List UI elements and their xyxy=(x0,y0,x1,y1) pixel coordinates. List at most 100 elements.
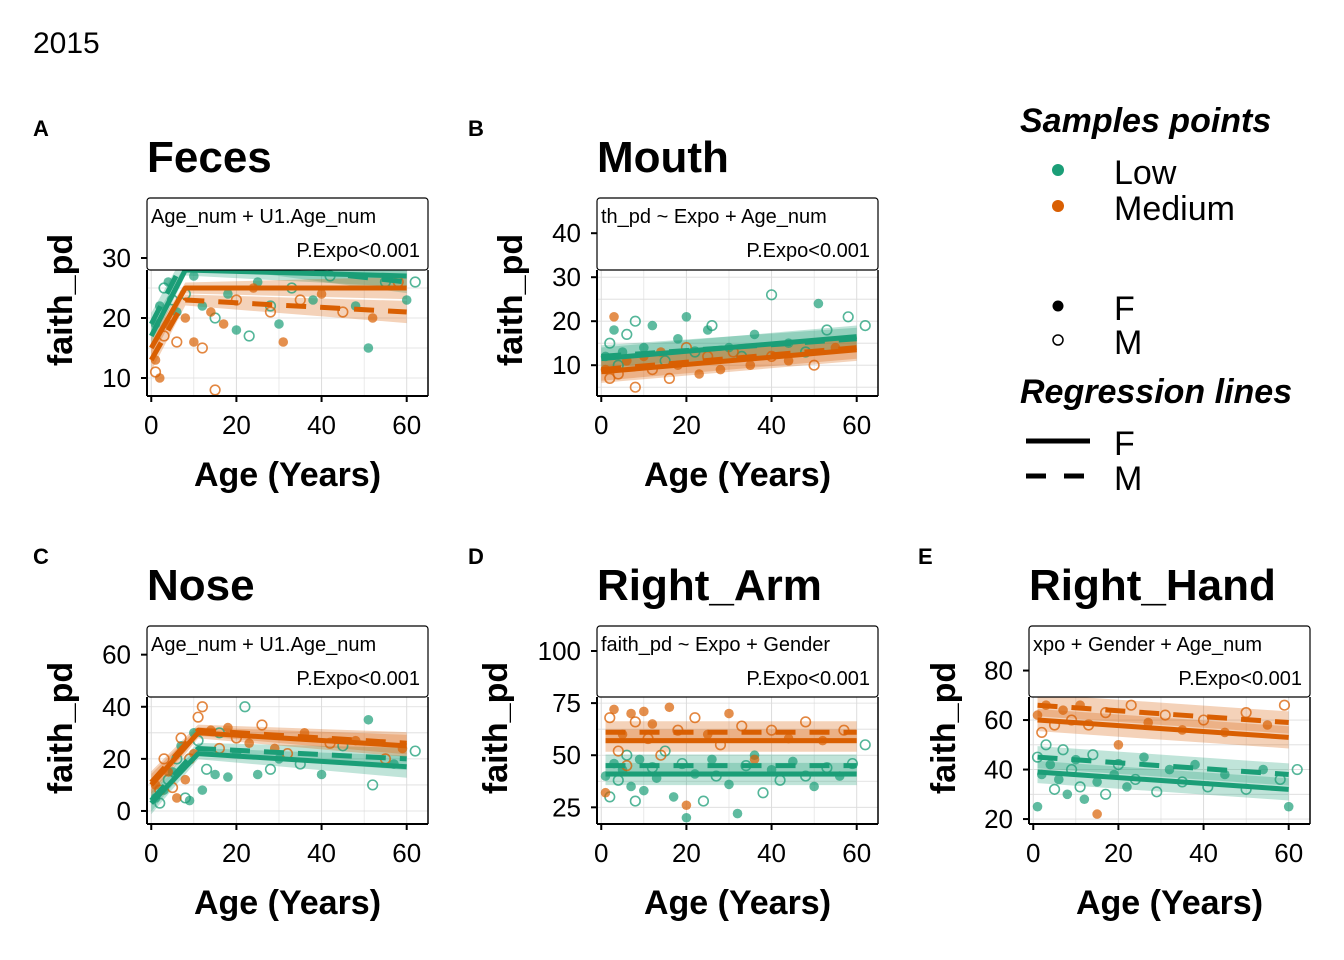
x-tick-label: 20 xyxy=(672,838,701,868)
regression-line-medium-f xyxy=(149,285,407,350)
y-tick-label: 100 xyxy=(538,636,581,666)
x-axis-label: Age (Years) xyxy=(644,456,831,494)
legend: Samples points Low Medium F M Regression… xyxy=(1020,102,1292,498)
data-point-low-f xyxy=(1032,801,1043,812)
data-point-low-f xyxy=(210,769,220,780)
data-point-low-f xyxy=(724,779,734,790)
x-tick-label: 20 xyxy=(222,838,251,868)
data-point-low-f xyxy=(1045,759,1056,770)
x-tick-label: 0 xyxy=(594,410,608,440)
regression-lines xyxy=(601,334,857,375)
panel-tag: B xyxy=(468,116,484,141)
y-axis-label: faith_pd xyxy=(477,662,515,794)
data-point-medium-m xyxy=(158,753,170,765)
x-tick-label: 0 xyxy=(594,838,608,868)
regression-lines xyxy=(149,727,407,805)
data-point-medium-m xyxy=(629,716,641,728)
ribbon-low-m xyxy=(151,742,407,812)
ribbon-medium-f xyxy=(151,727,407,797)
data-point-medium-f xyxy=(724,708,734,719)
data-point-low-m xyxy=(859,320,871,332)
regression-line-low-m xyxy=(149,270,407,326)
y-tick-label: 25 xyxy=(552,792,581,822)
data-point-medium-f xyxy=(639,706,649,717)
data-point-low-f xyxy=(732,808,743,819)
data-point-medium-f xyxy=(1032,710,1043,720)
x-axis-label: Age (Years) xyxy=(194,456,381,494)
y-tick-label: 20 xyxy=(552,306,581,336)
y-axis-label: faith_pd xyxy=(42,662,80,794)
data-point-low-f xyxy=(1164,764,1175,775)
data-point-medium-m xyxy=(1278,699,1291,711)
panel-tag: A xyxy=(33,116,49,141)
data-point-medium-f xyxy=(749,754,760,765)
data-point-low-f xyxy=(1122,782,1132,792)
data-point-medium-m xyxy=(196,342,208,354)
regression-line-low-m xyxy=(149,745,407,803)
ribbon-medium-f xyxy=(151,276,407,360)
x-tick-label: 40 xyxy=(757,410,786,440)
x-tick-label: 60 xyxy=(842,410,871,440)
data-point-medium-f xyxy=(189,337,199,347)
regression-line-medium-m xyxy=(149,727,407,784)
annotation-box xyxy=(596,625,879,698)
x-tick-label: 0 xyxy=(144,410,158,440)
data-point-medium-f xyxy=(244,738,254,749)
y-tick-label: 75 xyxy=(552,688,581,718)
x-tick-label: 60 xyxy=(1274,838,1303,868)
regression-line-medium-m xyxy=(601,345,857,373)
legend-medium-marker xyxy=(1052,200,1064,212)
regression-line-medium-m xyxy=(149,297,407,362)
data-point-medium-m xyxy=(629,381,641,393)
data-point-low-f xyxy=(681,312,692,322)
data-point-low-f xyxy=(231,325,242,335)
regression-line-low-m xyxy=(601,336,857,359)
x-tick-label: 60 xyxy=(842,838,871,868)
x-axis-label: Age (Years) xyxy=(1076,884,1263,922)
data-point-low-f xyxy=(197,301,208,311)
ribbon-medium-m xyxy=(1037,697,1289,734)
y-tick-label: 60 xyxy=(102,640,131,670)
y-tick-label: 40 xyxy=(552,218,581,248)
annotation-formula: faith_pd ~ Expo + Gender xyxy=(601,634,830,656)
data-point-medium-f xyxy=(1262,720,1273,730)
annotation-pvalue: P.Expo<0.001 xyxy=(746,668,870,690)
data-point-medium-f xyxy=(681,800,692,811)
data-point-low-f xyxy=(749,329,760,340)
data-point-medium-f xyxy=(367,313,378,323)
annotation-pvalue: P.Expo<0.001 xyxy=(296,668,420,690)
data-point-medium-m xyxy=(655,749,667,761)
data-point-low-m xyxy=(706,320,718,332)
data-point-low-f xyxy=(252,769,263,780)
x-axis-label: Age (Years) xyxy=(194,884,381,922)
data-point-low-f xyxy=(707,754,717,765)
annotation-box xyxy=(1028,625,1311,698)
data-point-medium-f xyxy=(278,337,289,347)
data-point-low-f xyxy=(626,781,636,792)
data-point-low-f xyxy=(809,781,819,792)
data-point-medium-m xyxy=(1197,714,1210,726)
panel-tag: E xyxy=(918,544,933,569)
y-tick-label: 80 xyxy=(984,656,1013,686)
y-tick-label: 10 xyxy=(102,363,131,393)
legend-solid-label: F xyxy=(1114,425,1135,463)
panel-title: Nose xyxy=(147,561,255,610)
data-point-low-m xyxy=(367,779,379,791)
legend-female-label: F xyxy=(1114,290,1135,328)
data-point-low-m xyxy=(859,739,871,751)
regression-line-medium-m xyxy=(1037,702,1289,726)
legend-female-marker xyxy=(1052,300,1064,312)
x-tick-label: 60 xyxy=(392,838,421,868)
ribbon-medium-m xyxy=(605,721,857,744)
regression-line-low-f xyxy=(1037,769,1289,792)
y-axis-label: faith_pd xyxy=(925,662,963,794)
panel-mouth: B Mouth th_pd ~ Expo + Age_num P.Expo<0.001… xyxy=(468,116,879,494)
data-point-low-m xyxy=(409,745,421,757)
y-tick-label: 40 xyxy=(984,755,1013,785)
ribbon-medium-m xyxy=(151,294,407,372)
annotation-formula: Age_num + U1.Age_num xyxy=(151,634,376,656)
data-point-low-m xyxy=(842,311,854,323)
data-point-low-m xyxy=(1291,763,1303,776)
data-point-low-f xyxy=(1062,789,1073,800)
data-point-medium-m xyxy=(800,716,812,728)
